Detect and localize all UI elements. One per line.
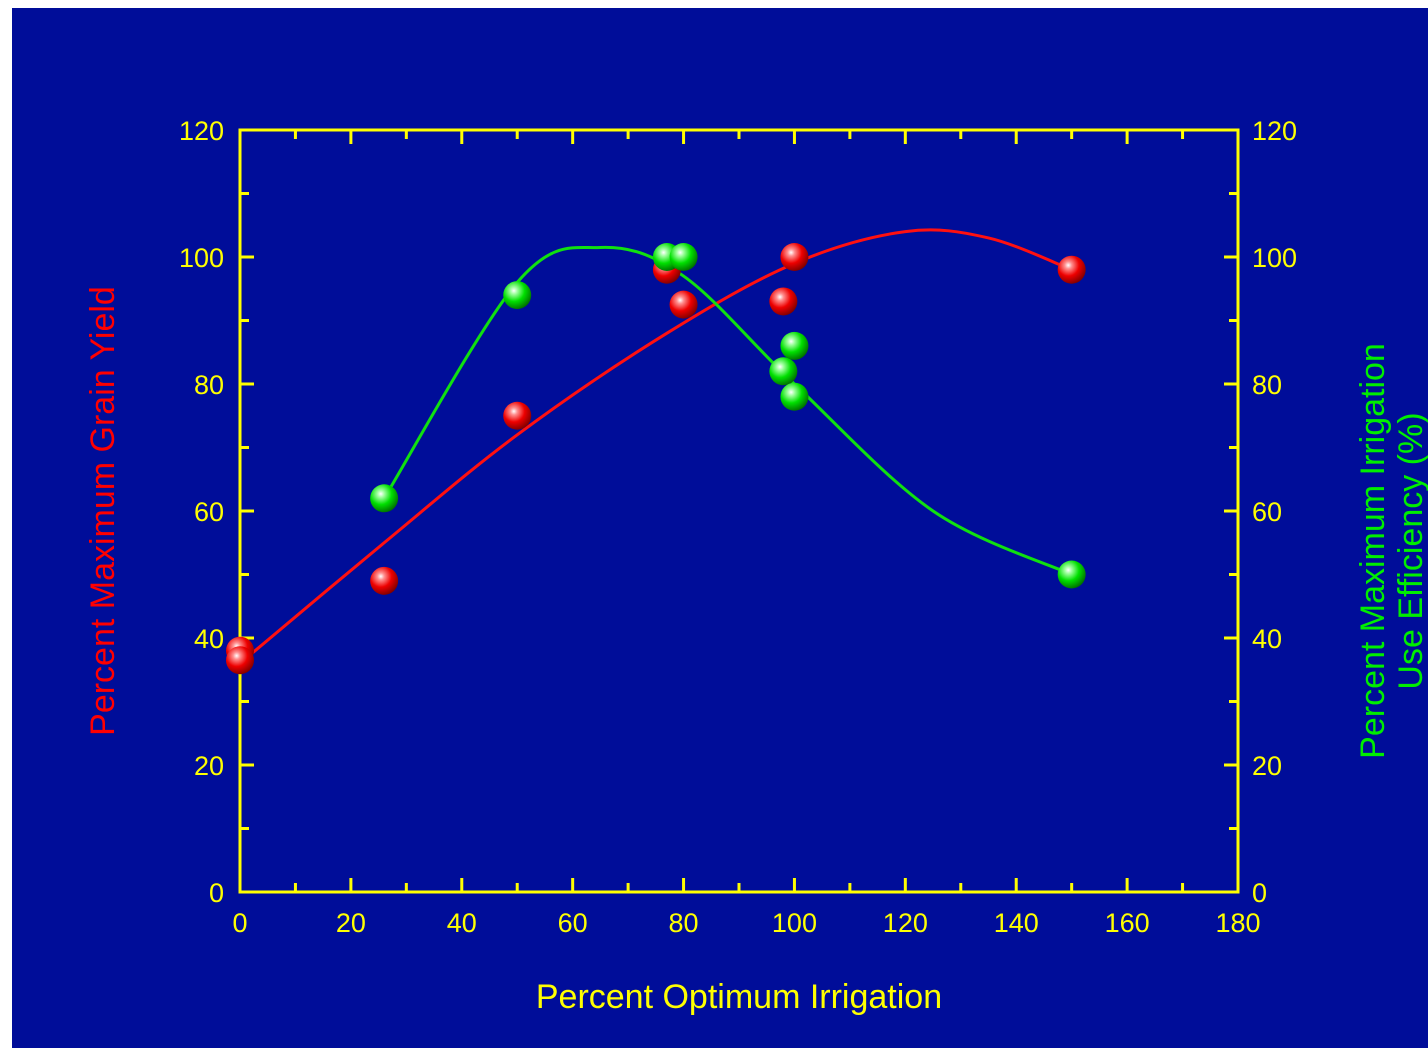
y-axis-title-part-2: Grain Yield [84,286,122,452]
data-point-series-2 [769,357,798,386]
y-axis-title-part-1: Percent Maximum [84,452,122,735]
x-tick-label: 40 [447,908,477,938]
y-tick-label: 80 [194,370,224,400]
data-point-series-1 [1057,255,1086,284]
data-point-series-1 [370,566,399,595]
y-tick-label: 120 [179,116,224,146]
data-point-series-1 [769,287,798,316]
data-point-series-2 [780,382,809,411]
data-point-series-2 [669,243,698,271]
x-tick-label: 80 [669,908,699,938]
y2-axis-title: Percent Maximum Irrigation Use Efficienc… [1354,343,1428,759]
x-tick-label: 140 [994,908,1039,938]
x-tick-label: 0 [232,908,247,938]
y-tick-label: 40 [194,624,224,654]
tick-marks [238,128,1240,894]
y2-axis-title-line-1: Percent Maximum Irrigation [1354,343,1392,759]
fit-curve-2 [382,245,1073,576]
y-tick-label: 60 [194,497,224,527]
x-tick-label: 160 [1105,908,1150,938]
data-point-series-1 [669,290,698,319]
chart-panel: 0 20 40 60 80 100 120 140 160 180 0 0 20 20 40 40 60 60 80… [12,8,1428,1048]
y2-tick-label: 40 [1252,624,1282,654]
y2-tick-label: 0 [1252,878,1267,908]
y2-tick-label: 100 [1252,243,1297,273]
data-point-series-2 [370,484,399,513]
data-points [226,243,1086,675]
y-tick-label: 0 [209,878,224,908]
y2-tick-label: 60 [1252,497,1282,527]
y-axis-title: Percent Maximum Grain Yield [84,286,122,736]
data-point-series-1 [780,243,809,271]
x-tick-label: 100 [772,908,817,938]
fit-curves [239,228,1073,665]
x-axis-title: Percent Optimum Irrigation [536,978,942,1016]
data-point-series-2 [503,281,532,310]
y2-tick-label: 20 [1252,751,1282,781]
data-point-series-2 [780,331,809,360]
x-tick-label: 180 [1215,908,1260,938]
y2-tick-label: 80 [1252,370,1282,400]
x-tick-label: 20 [336,908,366,938]
y-tick-label: 20 [194,751,224,781]
y2-axis-title-line-2: Use Efficiency (%) [1392,412,1428,689]
x-tick-label: 60 [558,908,588,938]
y-tick-label: 100 [179,243,224,273]
x-tick-label: 120 [883,908,928,938]
fit-curve-1 [239,228,1073,665]
data-point-series-1 [503,401,532,430]
data-point-series-1 [226,646,254,675]
y2-tick-label: 120 [1252,116,1297,146]
data-point-series-2 [1057,560,1086,589]
